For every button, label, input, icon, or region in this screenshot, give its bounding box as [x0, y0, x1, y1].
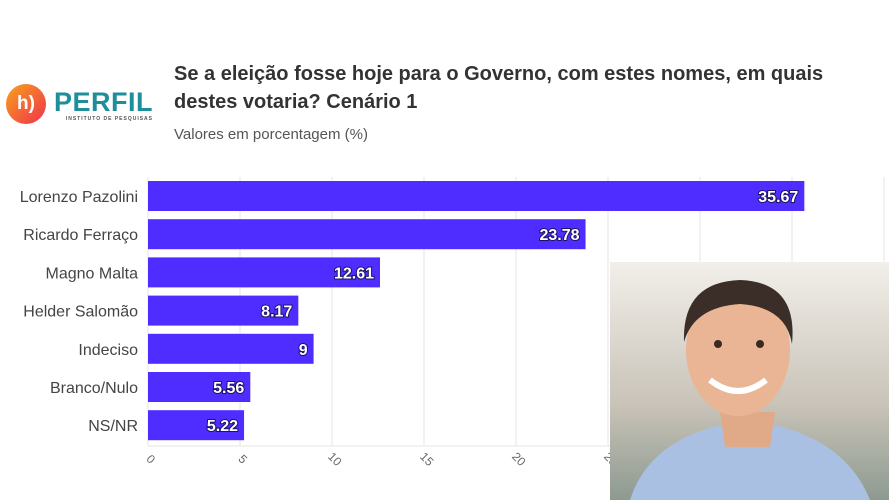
person-photo-illustration: [610, 262, 889, 500]
category-label: Ricardo Ferraço: [23, 227, 138, 244]
data-label: 9: [299, 342, 308, 359]
bar: [148, 333, 314, 364]
category-label: Helder Salomão: [23, 304, 138, 321]
perfil-logo: PERFIL INSTITUTO DE PESQUISAS: [54, 86, 154, 122]
data-label: 35.67: [758, 189, 798, 206]
data-label: 5.56: [213, 380, 244, 397]
x-tick-label: 0: [144, 452, 159, 467]
x-tick-label: 5: [236, 452, 251, 467]
bar: [148, 295, 299, 326]
x-tick-label: 20: [509, 449, 529, 469]
category-label: Lorenzo Pazolini: [20, 189, 138, 206]
h-logo: h): [6, 84, 46, 124]
chart-title: Se a eleição fosse hoje para o Governo, …: [174, 63, 824, 113]
logo: h) PERFIL INSTITUTO DE PESQUISAS: [6, 84, 153, 124]
data-label: 23.78: [540, 227, 580, 244]
bar: [148, 181, 805, 211]
bar: [148, 372, 251, 402]
bar: [148, 219, 586, 250]
data-label: 8.17: [261, 304, 292, 321]
candidate-photo: [610, 262, 889, 500]
category-label: Magno Malta: [46, 265, 139, 282]
data-label: 12.61: [334, 265, 374, 282]
bar: [148, 410, 245, 441]
x-tick-label: 15: [417, 449, 437, 469]
category-label: Indeciso: [78, 342, 138, 359]
category-label: NS/NR: [88, 418, 138, 435]
category-label: Branco/Nulo: [50, 380, 138, 397]
chart-subtitle: Valores em porcentagem (%): [174, 126, 368, 143]
bar: [148, 257, 381, 288]
data-label: 5.22: [207, 418, 238, 435]
x-tick-label: 10: [325, 449, 345, 469]
